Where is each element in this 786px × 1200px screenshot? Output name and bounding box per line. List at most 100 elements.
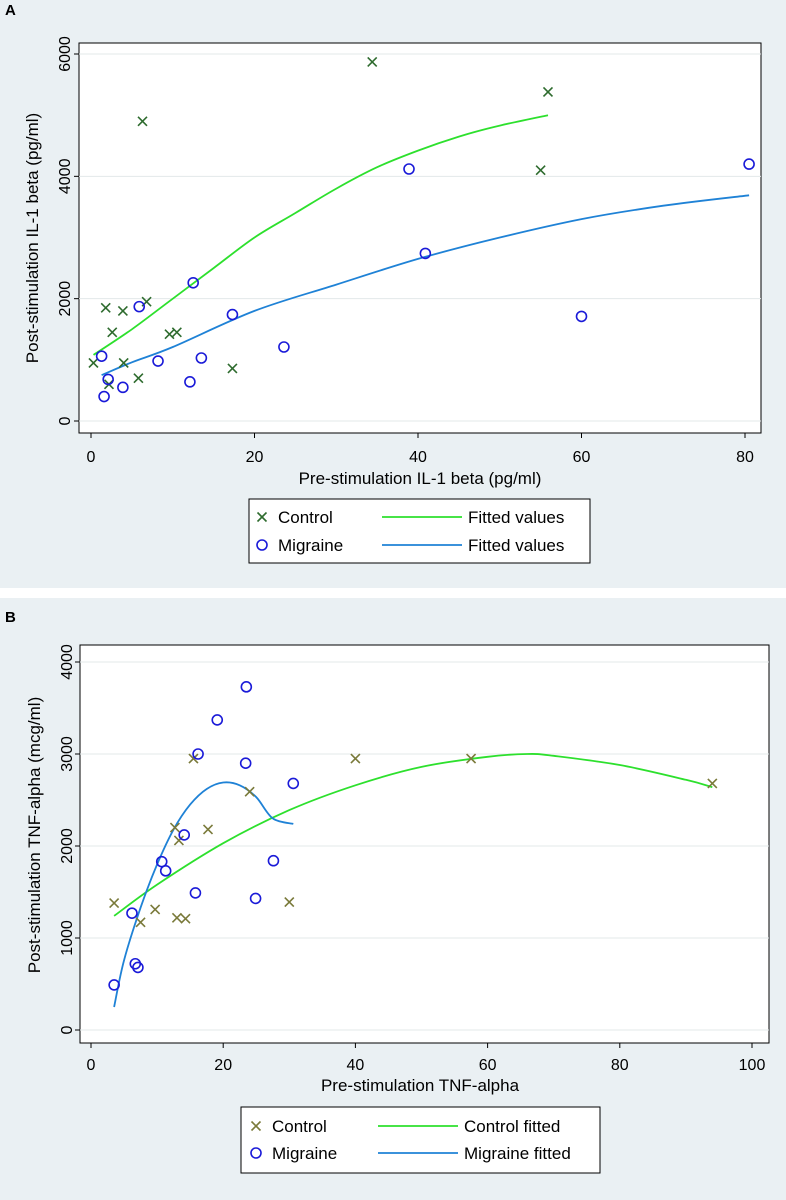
control-point-stroke-2 [244, 786, 255, 797]
control-point [188, 753, 199, 764]
panel-a-fit-lines [93, 114, 750, 376]
panel-b-gridlines [80, 661, 769, 1031]
y-tick-label: 4000 [57, 158, 74, 194]
legend-label: Migraine [272, 1144, 337, 1163]
control-point-stroke-2 [284, 897, 295, 908]
migraine-point [117, 381, 129, 394]
legend-label: Fitted values [468, 508, 564, 527]
control-point-stroke-2 [135, 917, 146, 928]
panel-b-points [108, 681, 718, 991]
migraine-point [419, 247, 432, 260]
panel-b-fit-lines [113, 753, 713, 1008]
panel-a-x-axis-title: Pre-stimulation IL-1 beta (pg/ml) [299, 469, 542, 488]
migraine-point [152, 355, 164, 367]
control-point-stroke-2 [109, 897, 120, 909]
migraine-point [98, 390, 110, 403]
x-tick-label: 100 [739, 1057, 766, 1074]
panel-b-legend: Control Control fitted Migraine Migraine fi… [240, 1106, 601, 1174]
control-point-stroke-2 [133, 373, 144, 384]
panel-a-gridlines [79, 53, 761, 422]
control-point [171, 912, 182, 923]
y-tick-label: 0 [57, 416, 74, 425]
migraine-point [159, 865, 172, 877]
migraine-point [575, 310, 588, 323]
migraine-point [239, 757, 252, 770]
control-point-stroke-2 [542, 86, 554, 97]
migraine-fit-line [113, 781, 294, 1008]
migraine-point [267, 854, 280, 867]
control-point [150, 904, 161, 915]
control-point [117, 305, 128, 316]
legend-label: Migraine fitted [464, 1144, 571, 1163]
control-point [100, 302, 111, 313]
control-point-stroke-2 [173, 835, 184, 846]
migraine-point [108, 979, 120, 991]
control-point-stroke-2 [118, 357, 129, 368]
control-point [135, 917, 146, 928]
migraine-point [102, 373, 114, 386]
control-point [109, 897, 120, 909]
migraine-point [743, 158, 755, 170]
migraine-point [126, 907, 138, 919]
control-point [367, 56, 378, 68]
y-tick-label: 3000 [59, 736, 76, 772]
control-point [466, 753, 477, 764]
panel-b-ticks: 0 1000 2000 3000 4000 0 20 40 60 80 100 [59, 644, 765, 1074]
y-tick-label: 4000 [59, 644, 76, 680]
panel-a: A 0 2000 4000 6000 0 20 40 60 80 Pre-stimulation… [0, 0, 786, 588]
control-point [164, 329, 175, 340]
panel-a-legend: Control Fitted values Migraine Fitted value… [248, 498, 591, 564]
control-point [137, 116, 148, 127]
y-tick-label: 2000 [59, 828, 76, 864]
control-fit-line [93, 114, 549, 356]
control-point [171, 327, 182, 338]
panel-a-plot-area [78, 42, 762, 434]
panel-b-y-axis-title: Post-stimulation TNF-alpha (mcg/ml) [25, 697, 44, 973]
x-tick-label: 40 [409, 449, 427, 466]
y-tick-label: 1000 [59, 920, 76, 956]
control-point [107, 327, 118, 338]
control-point-stroke-2 [164, 329, 175, 340]
y-tick-label: 6000 [57, 36, 74, 72]
control-point-stroke-2 [171, 327, 182, 338]
legend-label: Migraine [278, 536, 343, 555]
y-tick-label: 2000 [57, 281, 74, 317]
x-tick-label: 40 [347, 1057, 365, 1074]
x-tick-label: 20 [246, 449, 264, 466]
control-point-stroke-2 [180, 913, 191, 924]
control-point [227, 363, 238, 374]
migraine-point [403, 163, 415, 175]
control-point-stroke-2 [227, 363, 238, 374]
legend-label: Control [278, 508, 333, 527]
migraine-point [184, 376, 196, 388]
x-tick-label: 80 [736, 449, 754, 466]
panel-b: B 0 1000 2000 3000 4000 0 20 40 60 80 100 Pre-stim… [0, 598, 786, 1200]
control-point [535, 165, 546, 176]
control-point-stroke-2 [707, 778, 718, 789]
control-point-stroke-2 [535, 165, 546, 176]
migraine-point [287, 777, 300, 790]
panel-a-ticks: 0 2000 4000 6000 0 20 40 60 80 [57, 36, 754, 466]
control-point [88, 357, 99, 368]
migraine-point [95, 350, 108, 362]
migraine-fit-line [101, 194, 750, 376]
control-point-stroke-2 [466, 753, 477, 764]
y-tick-label: 0 [59, 1025, 76, 1034]
control-fit-line [113, 753, 713, 917]
migraine-point [178, 829, 191, 841]
x-tick-label: 20 [214, 1057, 232, 1074]
control-point-stroke-2 [107, 327, 118, 338]
legend-control-symbol [250, 1120, 262, 1132]
legend-control-symbol-stroke-2 [256, 511, 268, 523]
migraine-point [192, 748, 204, 760]
x-tick-label: 60 [573, 449, 591, 466]
control-point [350, 753, 361, 764]
migraine-point [226, 308, 239, 321]
legend-migraine-symbol [250, 1147, 262, 1159]
control-point-stroke-2 [350, 753, 361, 764]
migraine-point [187, 276, 199, 289]
control-point-stroke-2 [169, 822, 181, 833]
control-point [284, 897, 295, 908]
control-point [542, 86, 554, 97]
